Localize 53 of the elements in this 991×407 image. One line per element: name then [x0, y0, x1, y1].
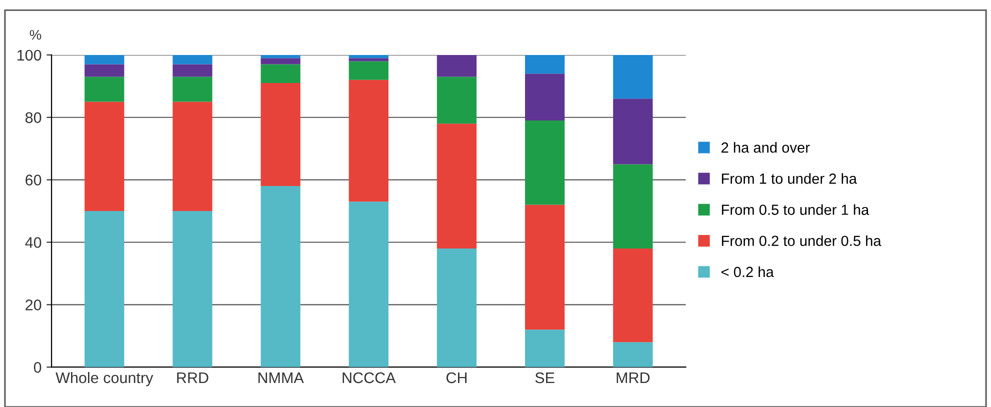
bar — [525, 204, 565, 330]
bar — [84, 211, 124, 368]
bar — [172, 64, 212, 77]
x-tick-label: NMMA — [258, 372, 304, 384]
y-tick-label: 20 — [26, 300, 42, 310]
bar — [613, 342, 653, 368]
y-tick-label: 60 — [26, 174, 42, 186]
bar — [348, 80, 388, 202]
x-tick-label: RRD — [177, 372, 208, 384]
bar — [436, 248, 477, 368]
bar — [348, 58, 388, 62]
bar — [525, 74, 565, 120]
bar — [348, 54, 388, 58]
bar — [260, 83, 300, 186]
bar — [436, 54, 477, 77]
bar — [260, 64, 300, 84]
x-tick-label: MRD — [616, 372, 650, 384]
bar — [525, 54, 565, 74]
x-tick-label: NCCCA — [342, 372, 396, 384]
bar — [84, 54, 124, 64]
y-axis-title: % — [30, 30, 42, 40]
legend-label: From 0.5 to under 1 ha — [722, 204, 870, 215]
x-tick-label: Whole country — [56, 372, 154, 386]
bar — [172, 102, 212, 212]
bar — [84, 64, 124, 77]
y-tick-label: 80 — [25, 112, 42, 124]
legend-label: From 0.2 to under 0.5 ha — [722, 235, 882, 246]
bar — [172, 211, 212, 368]
x-tick-label: SE — [535, 372, 554, 384]
bar — [348, 202, 388, 368]
y-tick-label: 0 — [34, 362, 42, 373]
y-tick-label: 100 — [17, 50, 42, 61]
bar — [84, 102, 124, 212]
bar — [613, 164, 653, 248]
x-tick-label: CH — [446, 372, 467, 384]
bar — [172, 54, 212, 64]
bar — [525, 330, 565, 368]
bar — [613, 54, 653, 99]
y-tick-label: 40 — [25, 237, 42, 248]
bar — [613, 248, 653, 342]
bar — [436, 124, 477, 248]
bar — [260, 58, 300, 64]
bar — [436, 76, 477, 124]
legend-label: From 1 to under 2 ha — [722, 173, 857, 184]
legend-label: < 0.2 ha — [721, 266, 774, 278]
bar — [260, 54, 300, 58]
bar — [84, 76, 124, 102]
bar — [348, 61, 388, 80]
bar — [172, 76, 212, 102]
bar — [525, 120, 565, 205]
bar — [260, 186, 300, 368]
legend-label: 2 ha and over — [722, 142, 810, 153]
bar — [613, 98, 653, 164]
